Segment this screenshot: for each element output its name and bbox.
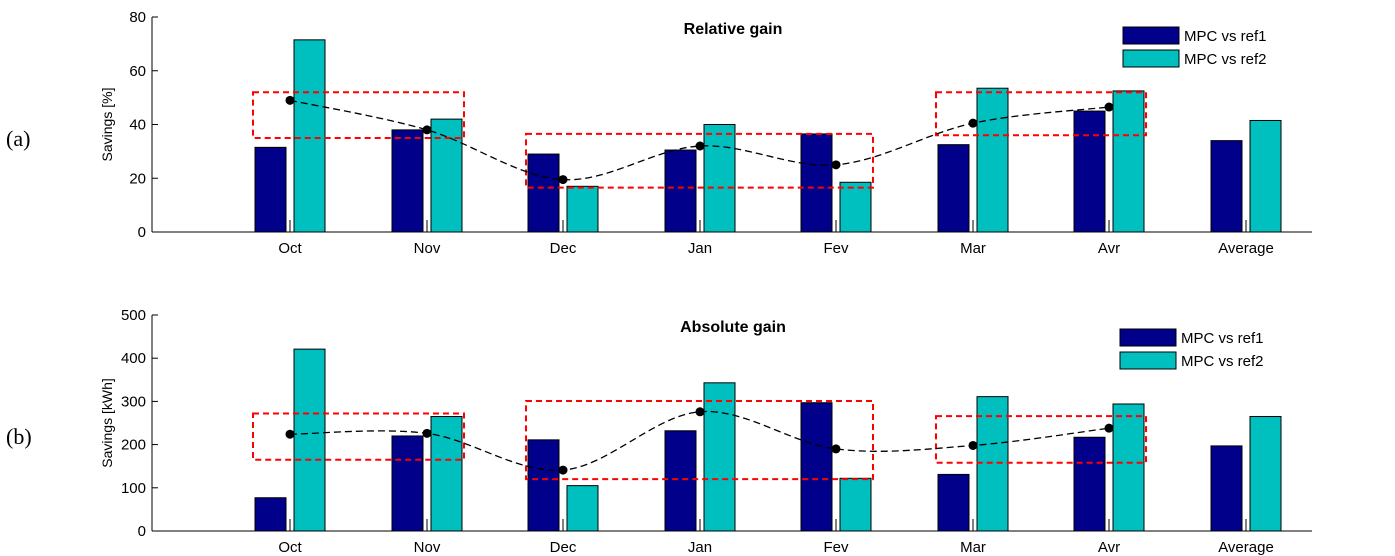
bar-ref2 [1112,403,1145,532]
bar-ref2 [1112,90,1145,233]
chart-title: Absolute gain [680,319,786,336]
bar-ref1 [664,430,697,532]
highlight-box [525,399,874,481]
bar-ref2 [1249,119,1282,233]
x-tick-label: Fev [823,240,849,257]
bar-ref1 [937,144,970,233]
legend-label: MPC vs ref1 [1181,330,1264,347]
highlight-box [935,91,1147,137]
bar-ref1 [527,153,560,233]
y-tick-label: 40 [129,117,146,134]
highlight-box [252,91,465,139]
y-axis-label: Savings [kWh] [99,378,115,467]
trend-point [1104,423,1114,433]
x-tick-label: Jan [688,240,712,257]
bar-ref2 [703,124,736,233]
bar-ref1 [800,133,833,233]
panel-label: (b) [6,424,32,449]
trend-point [831,444,841,454]
x-tick-label: Nov [414,539,441,556]
bar-ref1 [1210,140,1243,233]
bar-ref2 [293,348,326,532]
chart-title: Relative gain [684,21,783,38]
bar-ref1 [391,435,424,532]
panel-label: (a) [6,126,30,151]
y-tick-label: 20 [129,170,146,187]
x-tick-label: Mar [960,240,986,257]
bar-ref2 [1249,416,1282,532]
legend-label: MPC vs ref1 [1184,28,1267,45]
bar-ref1 [664,149,697,233]
y-tick-label: 80 [129,9,146,26]
x-tick-label: Nov [414,240,441,257]
bar-ref2 [430,416,463,532]
bar-ref1 [800,402,833,532]
x-tick-label: Avr [1098,539,1120,556]
trend-point [968,440,978,450]
x-tick-label: Fev [823,539,849,556]
highlight-box [525,132,874,189]
trend-point [285,429,295,439]
legend-label: MPC vs ref2 [1181,353,1264,370]
trend-point [695,141,705,151]
x-tick-label: Average [1218,240,1274,257]
trend-point [1104,102,1114,112]
bar-ref1 [391,129,424,233]
y-tick-label: 400 [121,350,146,367]
highlight-box [935,415,1147,464]
trend-point [285,95,295,105]
trend-point [695,407,705,417]
bar-ref1 [937,473,970,532]
trend-point [831,160,841,170]
x-tick-label: Average [1218,539,1274,556]
bar-ref1 [1073,110,1106,233]
bar-ref1 [1210,445,1243,532]
y-tick-label: 0 [138,523,146,540]
x-tick-label: Oct [278,539,302,556]
trend-point [422,125,432,135]
bar-ref2 [839,181,872,233]
y-axis-label: Savings [%] [99,88,115,162]
legend-swatch-ref2 [1122,49,1180,68]
y-tick-label: 0 [138,224,146,241]
bar-ref1 [254,146,287,233]
legend-swatch-ref2 [1119,351,1177,370]
bar-ref2 [566,185,599,233]
legend-label: MPC vs ref2 [1184,51,1267,68]
x-tick-label: Oct [278,240,302,257]
legend-swatch-ref1 [1119,328,1177,347]
legend-swatch-ref1 [1122,26,1180,45]
x-tick-label: Dec [550,240,577,257]
x-tick-label: Jan [688,539,712,556]
highlight-box [252,412,465,461]
y-tick-label: 60 [129,63,146,80]
x-tick-label: Mar [960,539,986,556]
trend-point [968,118,978,128]
trend-point [558,465,568,475]
trend-point [422,428,432,438]
bar-ref2 [839,477,872,532]
bar-ref1 [254,497,287,532]
bar-ref1 [527,439,560,532]
bar-ref1 [1073,436,1106,532]
chart-panel-b: 0 100 200 300 400 500 Savings [kWh] Oct Nov Dec Ja… [6,307,1312,556]
y-tick-label: 100 [121,480,146,497]
chart-panel-a: 0 20 40 60 80 Savings [%] Oct Nov Dec Jan Fev Mar Av… [6,9,1312,257]
bar-ref2 [703,382,736,532]
x-tick-label: Avr [1098,240,1120,257]
y-tick-label: 200 [121,437,146,454]
bar-ref2 [976,396,1009,532]
y-tick-label: 500 [121,307,146,324]
y-tick-label: 300 [121,393,146,410]
bar-ref2 [976,87,1009,233]
x-tick-label: Dec [550,539,577,556]
trend-point [558,175,568,185]
bar-ref2 [566,485,599,532]
bar-ref2 [293,39,326,233]
